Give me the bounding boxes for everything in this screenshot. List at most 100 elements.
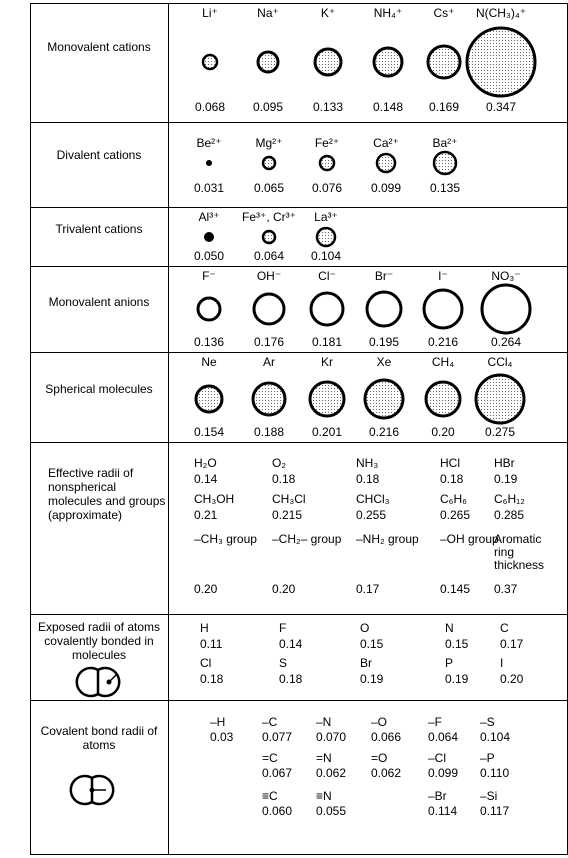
divalent_cations-value-1: 0.065: [253, 181, 285, 195]
monovalent_anions-name-3: Br⁻: [374, 269, 394, 283]
effective-radii-value-12: 0.17: [356, 582, 380, 596]
monovalent_cations-name-5: N(CH₃)₄⁺: [475, 6, 527, 20]
exposed-radii-name-9: I: [500, 656, 504, 670]
effective-radii-name-14: Aromatic ring thickness: [494, 532, 545, 572]
monovalent_cations-value-4: 0.169: [428, 100, 460, 114]
covalent-radii-value-8: 0.062: [371, 766, 402, 780]
divalent_cations-value-4: 0.135: [429, 181, 461, 195]
spherical_molecules-circle-1: [251, 381, 287, 417]
spherical_molecules-name-3: Xe: [376, 355, 392, 369]
trivalent_cations-value-0: 0.050: [193, 249, 225, 263]
effective-radii-value-3: 0.18: [440, 472, 464, 486]
monovalent_cations-value-2: 0.133: [312, 100, 344, 114]
covalent-radii-value-11: 0.060: [262, 804, 293, 818]
exposed-radii-name-3: N: [445, 621, 454, 635]
exposed-radii-value-1: 0.14: [279, 637, 303, 651]
bonded-atoms-covalent-radius-icon: [69, 774, 115, 806]
effective-radii-value-0: 0.14: [194, 472, 218, 486]
exposed-radii-value-9: 0.20: [500, 672, 524, 686]
spherical_molecules-circle-2: [308, 380, 346, 418]
covalent-radii-name-8: =O: [371, 751, 388, 765]
row-label-monovalent-anions: Monovalent anions: [48, 295, 150, 309]
row-divider: [30, 352, 568, 353]
spherical_molecules-value-0: 0.154: [193, 425, 225, 439]
monovalent_cations-value-3: 0.148: [372, 100, 404, 114]
effective-radii-value-13: 0.145: [440, 582, 471, 596]
effective-radii-name-11: –CH₂– group: [272, 532, 342, 546]
covalent-radii-name-1: –C: [262, 715, 278, 729]
monovalent_anions-value-5: 0.264: [490, 335, 522, 349]
effective-radii-value-2: 0.18: [356, 472, 380, 486]
divalent_cations-value-2: 0.076: [311, 181, 343, 195]
divalent_cations-name-1: Mg²⁺: [255, 136, 283, 150]
effective-radii-name-4: HBr: [494, 456, 515, 470]
covalent-radii-value-12: 0.055: [316, 804, 347, 818]
trivalent_cations-circle-2: [315, 226, 337, 248]
monovalent_anions-circle-1: [252, 292, 286, 326]
row-divider: [30, 442, 568, 443]
row-label-exposed-radii: Exposed radii of atoms covalently bonded…: [37, 620, 161, 662]
monovalent_anions-circle-4: [422, 288, 464, 330]
spherical_molecules-circle-0: [194, 384, 224, 414]
effective-radii-name-6: CH₃Cl: [272, 492, 306, 506]
row-divider: [30, 614, 568, 615]
row-divider: [30, 122, 568, 123]
monovalent_anions-value-0: 0.136: [193, 335, 225, 349]
exposed-radii-value-6: 0.18: [279, 672, 303, 686]
covalent-radii-value-10: 0.110: [480, 766, 510, 780]
covalent-radii-value-0: 0.03: [210, 730, 234, 744]
covalent-radii-name-10: –P: [480, 751, 495, 765]
covalent-radii-value-2: 0.070: [316, 730, 347, 744]
covalent-radii-value-13: 0.114: [428, 804, 458, 818]
row-label-monovalent-cations: Monovalent cations: [47, 40, 151, 54]
covalent-radii-value-14: 0.117: [480, 804, 510, 818]
exposed-radii-name-6: S: [279, 656, 288, 670]
exposed-radii-value-4: 0.17: [500, 637, 524, 651]
exposed-radii-name-5: Cl: [200, 656, 212, 670]
monovalent_anions-circle-0: [196, 296, 222, 322]
spherical_molecules-value-3: 0.216: [368, 425, 400, 439]
trivalent_cations-name-0: Al³⁺: [198, 210, 220, 224]
effective-radii-value-10: 0.20: [194, 582, 218, 596]
row-divider: [30, 700, 568, 701]
spherical_molecules-name-2: Kr: [321, 355, 333, 369]
monovalent_cations-name-2: K⁺: [320, 6, 336, 20]
divalent_cations-circle-4: [432, 150, 458, 176]
effective-radii-name-13: –OH group: [440, 532, 499, 546]
spherical_molecules-name-4: CH₄: [431, 355, 455, 369]
effective-radii-value-1: 0.18: [272, 472, 296, 486]
monovalent_cations-value-1: 0.095: [252, 100, 284, 114]
spherical_molecules-name-0: Ne: [201, 355, 217, 369]
covalent-radii-value-1: 0.077: [262, 730, 293, 744]
monovalent_anions-circle-5: [480, 283, 532, 335]
monovalent_anions-name-5: NO₃⁻: [491, 269, 521, 283]
monovalent_cations-value-5: 0.347: [485, 100, 517, 114]
exposed-radii-value-2: 0.15: [360, 637, 384, 651]
monovalent_cations-value-0: 0.068: [194, 100, 226, 114]
monovalent_anions-name-0: F⁻: [202, 269, 216, 283]
monovalent_cations-circle-1: [256, 50, 280, 74]
exposed-radii-value-3: 0.15: [445, 637, 469, 651]
trivalent_cations-value-1: 0.064: [253, 249, 285, 263]
effective-radii-name-8: C₆H₆: [440, 492, 468, 506]
trivalent_cations-value-2: 0.104: [310, 249, 342, 263]
monovalent_anions-name-1: OH⁻: [256, 269, 282, 283]
divalent_cations-name-2: Fe²⁺: [314, 136, 340, 150]
effective-radii-name-3: HCl: [440, 456, 460, 470]
monovalent_anions-value-1: 0.176: [253, 335, 285, 349]
covalent-radii-value-3: 0.066: [371, 730, 402, 744]
covalent-radii-value-7: 0.062: [316, 766, 347, 780]
row-label-effective-radii: Effective radii of nonspherical molecule…: [48, 466, 166, 522]
covalent-radii-name-0: –H: [210, 715, 226, 729]
exposed-radii-name-4: C: [500, 621, 509, 635]
exposed-radii-name-0: H: [200, 621, 209, 635]
monovalent_cations-circle-5: [465, 26, 537, 98]
covalent-radii-name-3: –O: [371, 715, 388, 729]
row-divider: [30, 266, 568, 267]
effective-radii-value-7: 0.255: [356, 508, 387, 522]
divalent_cations-name-3: Ca²⁺: [373, 136, 399, 150]
monovalent_cations-name-1: Na⁺: [257, 6, 279, 20]
covalent-radii-name-4: –F: [428, 715, 443, 729]
monovalent_anions-circle-2: [309, 291, 345, 327]
